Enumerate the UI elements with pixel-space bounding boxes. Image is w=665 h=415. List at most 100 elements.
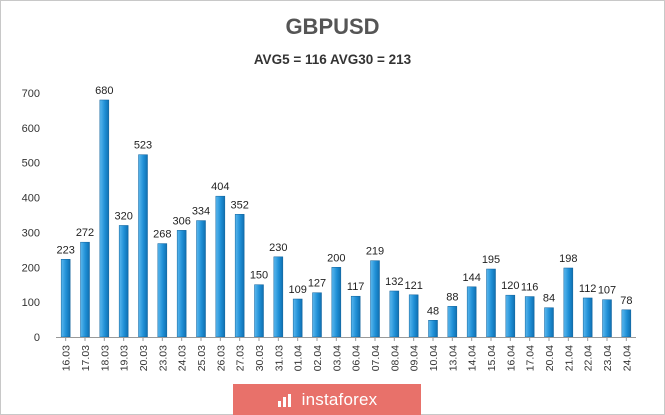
bar bbox=[466, 286, 477, 338]
y-tick-label: 100 bbox=[22, 297, 40, 309]
y-tick-label: 700 bbox=[22, 88, 40, 100]
x-tick-label: 16.03 bbox=[61, 345, 73, 371]
y-tick-label: 500 bbox=[22, 158, 40, 170]
data-label: 334 bbox=[192, 206, 210, 218]
bar bbox=[582, 297, 593, 338]
data-label: 48 bbox=[427, 305, 439, 317]
bar bbox=[176, 230, 187, 338]
data-label: 200 bbox=[327, 252, 345, 264]
data-label: 268 bbox=[153, 229, 171, 241]
data-label: 117 bbox=[347, 281, 365, 293]
bar bbox=[118, 225, 129, 338]
bar bbox=[544, 307, 554, 338]
bar bbox=[196, 220, 206, 338]
bar-chart-logo-icon bbox=[277, 393, 291, 407]
data-label: 404 bbox=[211, 181, 229, 193]
data-label: 127 bbox=[308, 278, 326, 290]
data-label: 680 bbox=[95, 85, 113, 97]
data-label: 230 bbox=[269, 242, 287, 254]
x-tick-label: 20.03 bbox=[138, 345, 150, 371]
bar bbox=[292, 298, 303, 338]
bar bbox=[428, 320, 438, 338]
data-label: 320 bbox=[114, 210, 132, 222]
x-tick-label: 25.03 bbox=[196, 345, 208, 371]
data-label: 121 bbox=[404, 280, 422, 292]
y-tick-label: 0 bbox=[34, 332, 40, 344]
data-label: 198 bbox=[559, 253, 577, 265]
x-tick-label: 01.04 bbox=[293, 345, 305, 371]
x-tick-label: 20.04 bbox=[544, 345, 556, 371]
bar bbox=[350, 295, 361, 338]
bar bbox=[331, 267, 342, 338]
bar bbox=[602, 299, 612, 338]
x-tick-label: 23.03 bbox=[157, 345, 169, 371]
bar bbox=[312, 292, 322, 338]
x-tick-label: 22.04 bbox=[583, 345, 595, 371]
x-tick-label: 18.03 bbox=[99, 345, 111, 371]
data-label: 306 bbox=[172, 215, 190, 227]
bar bbox=[138, 154, 148, 338]
data-label: 88 bbox=[446, 291, 458, 303]
x-tick-label: 19.03 bbox=[119, 345, 131, 371]
bar bbox=[215, 195, 226, 338]
data-label: 219 bbox=[366, 246, 384, 258]
bar bbox=[505, 294, 516, 338]
x-tick-label: 09.04 bbox=[409, 345, 421, 371]
bar bbox=[408, 294, 419, 338]
bar bbox=[80, 241, 90, 338]
data-label: 116 bbox=[521, 282, 539, 294]
x-tick-label: 14.04 bbox=[467, 345, 479, 371]
x-tick-label: 24.04 bbox=[621, 345, 633, 371]
x-tick-label: 10.04 bbox=[428, 345, 440, 371]
data-label: 109 bbox=[288, 284, 306, 296]
data-label: 223 bbox=[56, 244, 74, 256]
x-tick-label: 13.04 bbox=[447, 345, 459, 371]
y-axis: 0 100 200 300 400 500 600 700 bbox=[22, 88, 40, 344]
data-label: 112 bbox=[579, 283, 597, 295]
y-tick-label: 400 bbox=[22, 193, 40, 205]
data-label: 195 bbox=[482, 254, 500, 266]
bar bbox=[486, 268, 496, 338]
x-tick-label: 30.03 bbox=[254, 345, 266, 371]
data-label: 272 bbox=[76, 227, 94, 239]
x-tick-label: 27.03 bbox=[235, 345, 247, 371]
watermark-text: instaforex bbox=[301, 389, 378, 409]
bar bbox=[447, 306, 458, 338]
x-tick-label: 02.04 bbox=[312, 345, 324, 371]
bar bbox=[273, 256, 284, 338]
x-tick-label: 08.04 bbox=[389, 345, 401, 371]
y-tick-label: 300 bbox=[22, 227, 40, 239]
chart-title: GBPUSD bbox=[285, 14, 380, 39]
value-labels: 2232726803205232683063344043521502301091… bbox=[56, 85, 632, 317]
x-tick-label: 16.04 bbox=[505, 345, 517, 371]
x-tick-label: 06.04 bbox=[351, 345, 363, 371]
x-tick-label: 21.04 bbox=[563, 345, 575, 371]
x-axis: 16.03 17.03 18.03 19.03 20.03 23.03 24.03 25.03… bbox=[56, 337, 636, 371]
instaforex-watermark: instaforex bbox=[233, 384, 421, 415]
data-label: 523 bbox=[134, 140, 152, 152]
bar bbox=[60, 259, 71, 338]
x-tick-label: 26.03 bbox=[215, 345, 227, 371]
bar bbox=[234, 214, 245, 338]
bar bbox=[254, 284, 264, 338]
bar bbox=[563, 267, 574, 338]
x-tick-label: 23.04 bbox=[602, 345, 614, 371]
x-tick-label: 24.03 bbox=[177, 345, 189, 371]
bar bbox=[389, 290, 400, 338]
chart-subtitle: AVG5 = 116 AVG30 = 213 bbox=[253, 52, 412, 67]
x-tick-label: 31.03 bbox=[273, 345, 285, 371]
x-tick-label: 07.04 bbox=[370, 345, 382, 371]
bar bbox=[621, 309, 632, 338]
data-label: 84 bbox=[543, 293, 555, 305]
x-tick-label: 17.03 bbox=[80, 345, 92, 371]
data-label: 78 bbox=[620, 295, 632, 307]
bar bbox=[99, 99, 110, 338]
x-tick-label: 17.04 bbox=[525, 345, 537, 371]
data-label: 144 bbox=[462, 272, 480, 284]
data-label: 150 bbox=[250, 270, 268, 282]
y-tick-label: 200 bbox=[22, 262, 40, 274]
x-tick-label: 15.04 bbox=[486, 345, 498, 371]
y-tick-label: 600 bbox=[22, 123, 40, 135]
